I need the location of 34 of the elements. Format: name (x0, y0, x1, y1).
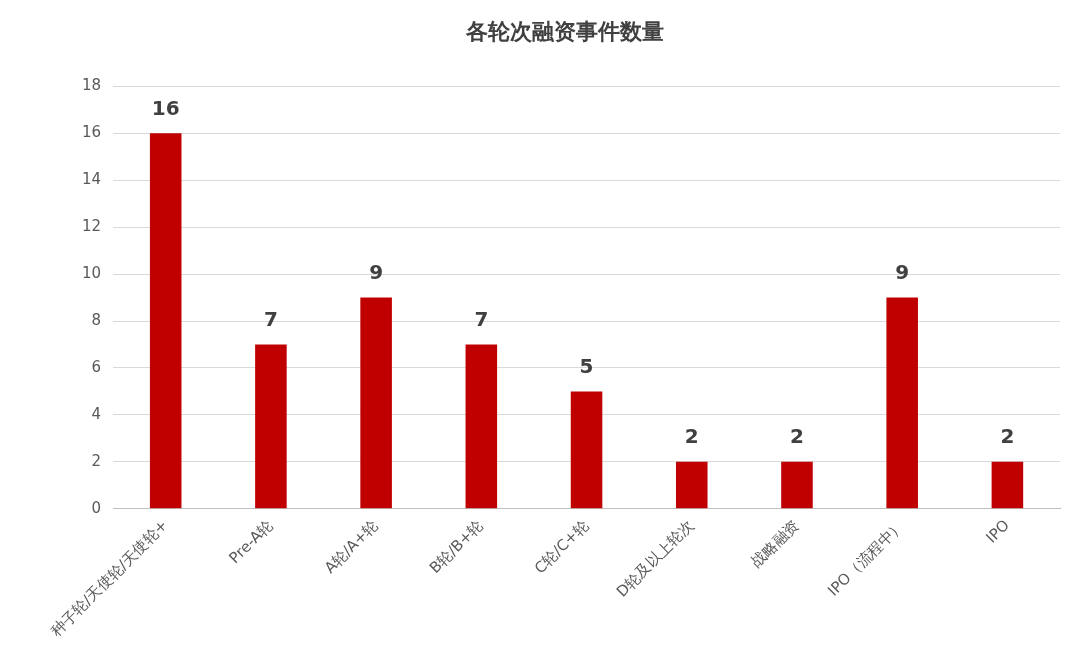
data-label: 2 (1000, 424, 1015, 449)
x-tick-label: 战略融资 (747, 515, 803, 572)
y-tick-label: 8 (91, 310, 102, 329)
data-label: 7 (474, 306, 489, 331)
y-tick-label: 12 (81, 217, 102, 236)
y-tick-label: 0 (91, 498, 102, 517)
y-tick-label: 16 (81, 123, 102, 142)
x-tick-label: IPO (982, 515, 1013, 547)
data-label: 5 (579, 353, 594, 378)
y-tick-label: 4 (91, 404, 102, 423)
y-tick-label: 10 (81, 264, 102, 283)
bar (570, 391, 603, 509)
bar (255, 344, 287, 509)
data-label: 9 (369, 259, 384, 284)
data-label: 2 (684, 424, 699, 449)
bar (886, 297, 918, 509)
bar (991, 461, 1024, 509)
data-label: 7 (263, 306, 278, 331)
y-tick-label: 6 (91, 357, 102, 376)
x-tick-label: IPO（流程中） (824, 515, 908, 600)
x-tick-label: 种子轮/天使轮/天使轮+ (47, 515, 172, 641)
data-label: 2 (790, 424, 804, 449)
y-tick-label: 2 (91, 451, 102, 470)
bar (675, 461, 708, 509)
y-tick-label: 18 (81, 76, 102, 95)
bar (465, 344, 498, 509)
y-tick-label: 14 (81, 170, 102, 189)
data-label: 9 (895, 259, 910, 284)
chart-title: 各轮次融资事件数量 (465, 18, 664, 44)
data-label: 16 (151, 95, 180, 120)
x-tick-label: D轮及以上轮次 (612, 515, 698, 601)
bar (149, 133, 182, 509)
bar (781, 461, 813, 509)
bar (360, 297, 392, 509)
